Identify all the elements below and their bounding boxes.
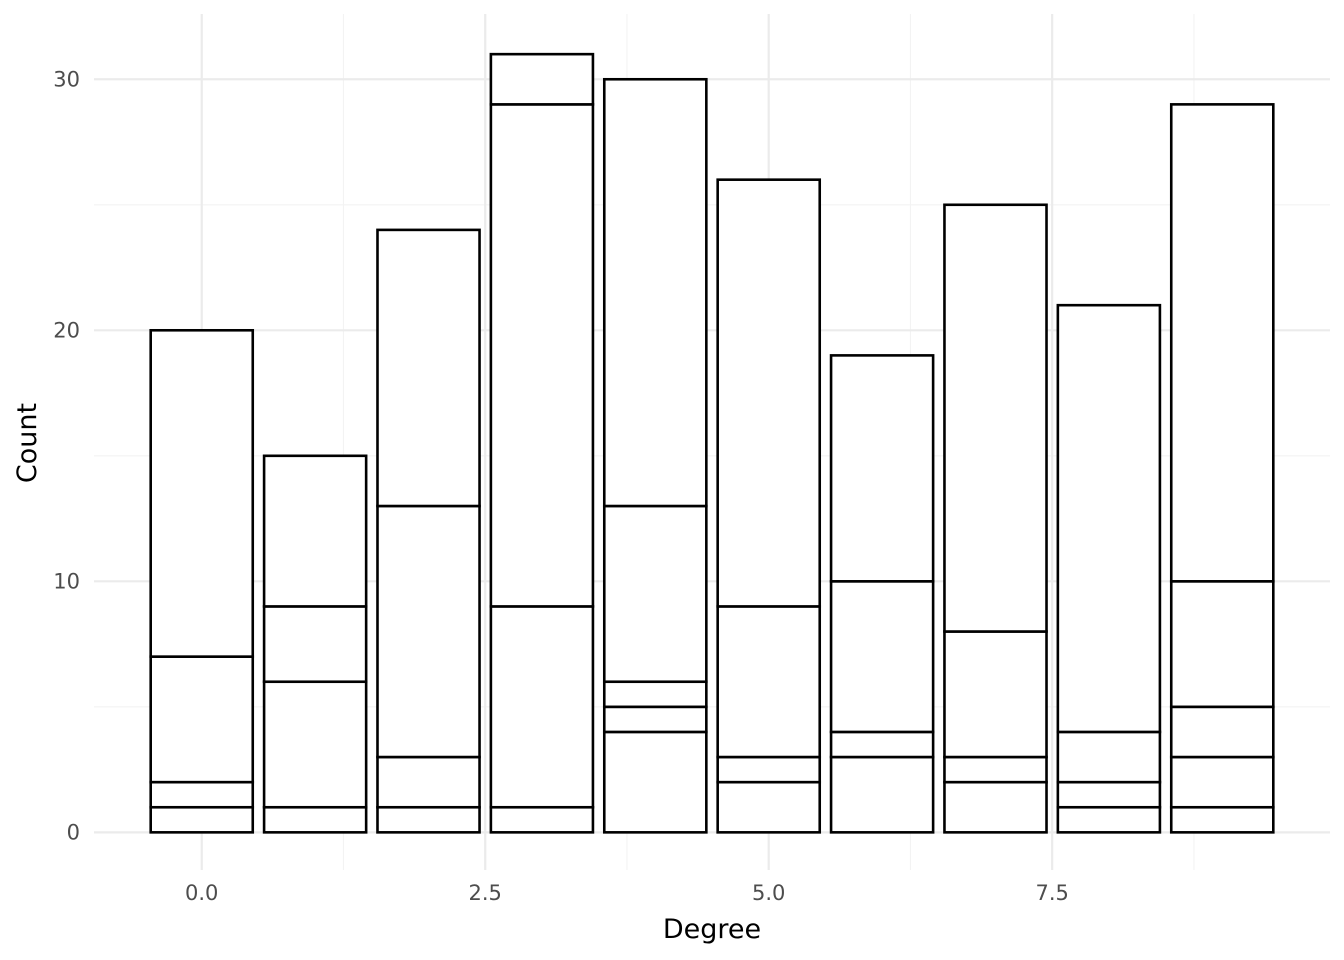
bar-stack — [943, 203, 1048, 834]
bar-segment — [1056, 780, 1162, 809]
bar-segment — [376, 228, 481, 508]
bar-segment — [1169, 805, 1275, 834]
bar-segment — [1169, 580, 1275, 709]
bar-stack — [376, 228, 481, 834]
bar-segment — [602, 730, 708, 834]
bar-segment — [262, 680, 368, 809]
bar-segment — [1056, 730, 1162, 784]
bars-group — [149, 52, 1275, 834]
bar-segment — [943, 755, 1048, 784]
y-axis-ticks: 0 10 20 30 — [53, 67, 80, 844]
x-tick-label: 2.5 — [469, 881, 502, 905]
bar-stack — [1169, 103, 1275, 834]
bar-stack — [1056, 303, 1162, 834]
bar-segment — [716, 178, 822, 608]
bar-segment — [943, 203, 1048, 633]
y-tick-label: 30 — [53, 67, 80, 91]
bar-segment — [376, 805, 481, 834]
x-axis-title: Degree — [663, 914, 761, 945]
bar-segment — [1169, 755, 1275, 809]
y-tick-label: 0 — [67, 820, 80, 844]
y-tick-label: 20 — [53, 318, 80, 342]
bar-segment — [602, 77, 708, 508]
bar-segment — [829, 755, 935, 834]
bar-segment — [716, 780, 822, 834]
y-axis-title: Count — [12, 403, 43, 483]
bar-stack — [829, 354, 935, 834]
bar-segment — [149, 655, 255, 784]
bar-segment — [489, 805, 595, 834]
x-axis-ticks: 0.0 2.5 5.0 7.5 — [185, 881, 1069, 905]
bar-segment — [262, 805, 368, 834]
bar-segment — [829, 354, 935, 583]
bar-segment — [602, 705, 708, 734]
bar-segment — [489, 52, 595, 106]
bar-segment — [262, 605, 368, 684]
bar-stack — [149, 328, 255, 834]
bar-segment — [602, 504, 708, 684]
bar-segment — [1169, 705, 1275, 759]
bar-segment — [489, 605, 595, 809]
bar-segment — [376, 755, 481, 809]
bar-stack — [262, 454, 368, 834]
bar-segment — [1169, 103, 1275, 583]
bar-segment — [829, 580, 935, 734]
bar-segment — [716, 755, 822, 784]
y-tick-label: 10 — [53, 569, 80, 593]
bar-stack — [489, 52, 595, 834]
bar-segment — [262, 454, 368, 608]
bar-segment — [1056, 805, 1162, 834]
bar-stack — [602, 77, 708, 834]
bar-segment — [149, 780, 255, 809]
bar-segment — [149, 805, 255, 834]
bar-segment — [716, 605, 822, 759]
bar-segment — [489, 103, 595, 608]
x-tick-label: 5.0 — [752, 881, 785, 905]
bar-segment — [602, 680, 708, 709]
bar-segment — [149, 328, 255, 658]
bar-segment — [376, 504, 481, 759]
bar-stack — [716, 178, 822, 834]
bar-segment — [829, 730, 935, 759]
x-tick-label: 0.0 — [185, 881, 218, 905]
x-tick-label: 7.5 — [1035, 881, 1068, 905]
bar-segment — [943, 780, 1048, 834]
bar-segment — [1056, 303, 1162, 734]
bar-segment — [943, 630, 1048, 759]
